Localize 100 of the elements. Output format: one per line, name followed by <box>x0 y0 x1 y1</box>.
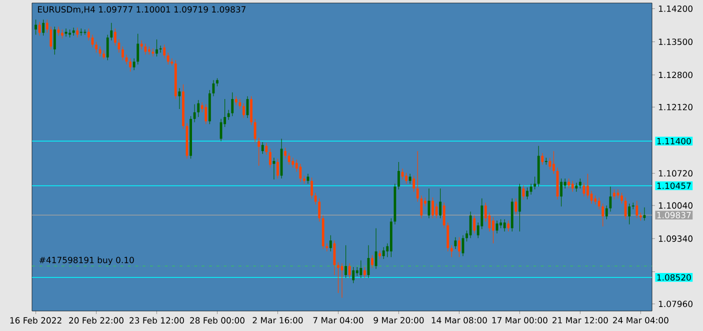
candlestick <box>416 150 419 202</box>
candlestick <box>242 103 245 118</box>
x-tick-label: 14 Mar 08:00 <box>432 317 487 324</box>
x-tick-label: 9 Mar 20:00 <box>374 317 424 324</box>
x-tick-label: 20 Feb 22:00 <box>69 317 124 324</box>
candlestick <box>46 19 48 34</box>
candlestick <box>432 197 434 219</box>
candlestick <box>352 266 355 284</box>
candlestick <box>348 262 351 278</box>
candlestick <box>204 104 208 124</box>
x-tick-label: 16 Feb 2022 <box>10 317 62 324</box>
candlestick <box>284 147 287 159</box>
x-tick-label: 17 Mar 00:00 <box>492 317 548 324</box>
ref-line-label: 1.08520 <box>657 274 691 281</box>
candlestick <box>612 189 616 200</box>
candlestick <box>276 158 279 179</box>
candlestick <box>514 198 518 215</box>
candlestick <box>34 19 37 35</box>
y-tick-label: 1.07960 <box>658 300 692 308</box>
candlestick <box>314 192 317 205</box>
candlestick <box>261 142 264 154</box>
candlestick <box>382 246 385 260</box>
candlestick <box>193 104 196 123</box>
candlestick <box>446 222 450 252</box>
candlestick <box>412 175 416 192</box>
candlestick <box>288 152 290 166</box>
candlestick <box>643 207 646 221</box>
candlestick <box>507 220 510 232</box>
y-tick-label: 1.12120 <box>658 104 692 110</box>
candlestick <box>178 88 181 110</box>
x-tick-label: 21 Mar 12:00 <box>552 317 608 324</box>
candlestick <box>492 217 494 244</box>
candlestick <box>258 138 260 166</box>
candlestick <box>363 266 366 278</box>
candlestick <box>144 43 147 55</box>
candlestick <box>578 178 582 189</box>
candlestick <box>469 211 472 238</box>
candlestick <box>405 172 408 184</box>
candlestick <box>159 45 162 53</box>
candlestick <box>110 22 113 41</box>
x-tick-label: 7 Mar 04:00 <box>313 317 364 324</box>
candlestick <box>568 178 570 189</box>
candlestick <box>163 44 166 59</box>
candlestick <box>620 192 623 204</box>
candlestick <box>541 152 544 166</box>
candlestick <box>442 202 446 229</box>
candlestick <box>598 197 600 210</box>
candlestick <box>38 22 41 36</box>
candlestick <box>609 186 612 212</box>
candlestick <box>318 198 321 222</box>
candlestick <box>132 58 136 70</box>
candlestick <box>238 98 242 110</box>
candlestick <box>458 236 460 258</box>
candlestick <box>371 254 374 268</box>
candlestick <box>129 58 132 72</box>
candlestick <box>42 19 45 36</box>
y-tick-label: 1.09340 <box>658 235 692 242</box>
candlestick <box>408 173 412 184</box>
candlestick <box>265 142 268 156</box>
candlestick <box>337 262 340 294</box>
candlestick <box>571 180 574 192</box>
candlestick <box>254 118 256 142</box>
ref-line-label: 1.11400 <box>657 138 691 144</box>
candlestick <box>605 205 608 220</box>
y-tick-label: 1.14200 <box>658 5 692 12</box>
candlestick <box>268 148 272 168</box>
y-tick-label: 1.10040 <box>658 202 692 209</box>
candlestick <box>227 110 230 120</box>
candlestick <box>454 236 457 250</box>
candlestick <box>636 200 638 219</box>
candlestick <box>534 176 536 190</box>
candlestick <box>50 26 52 50</box>
candlestick <box>299 164 302 182</box>
candlestick <box>106 34 109 61</box>
candlestick <box>398 162 400 190</box>
candlestick <box>114 28 116 46</box>
candlestick <box>586 173 589 199</box>
candlestick <box>166 52 170 65</box>
candlestick <box>420 195 423 219</box>
candlestick <box>548 157 552 170</box>
candlestick <box>250 96 252 126</box>
candlestick <box>560 178 562 207</box>
candlestick <box>439 188 442 219</box>
candlestick <box>624 197 627 220</box>
candlestick <box>122 46 124 61</box>
candlestick <box>292 157 294 168</box>
candlestick <box>310 177 313 199</box>
ref-line-label: 1.09837 <box>657 212 691 218</box>
y-tick-label: 1.10720 <box>658 170 692 177</box>
candlestick <box>76 27 79 38</box>
candlestick <box>552 150 555 174</box>
candlestick <box>231 92 234 116</box>
candlestick <box>197 100 200 118</box>
ref-line-label: #417598191 buy 0.10 <box>40 256 134 265</box>
candlestick <box>118 39 120 53</box>
candlestick <box>84 29 86 35</box>
x-tick-label: 2 Mar 16:00 <box>252 317 303 324</box>
y-tick-label: 1.12800 <box>658 72 692 78</box>
candlestick <box>360 260 362 278</box>
candlestick <box>333 240 336 276</box>
